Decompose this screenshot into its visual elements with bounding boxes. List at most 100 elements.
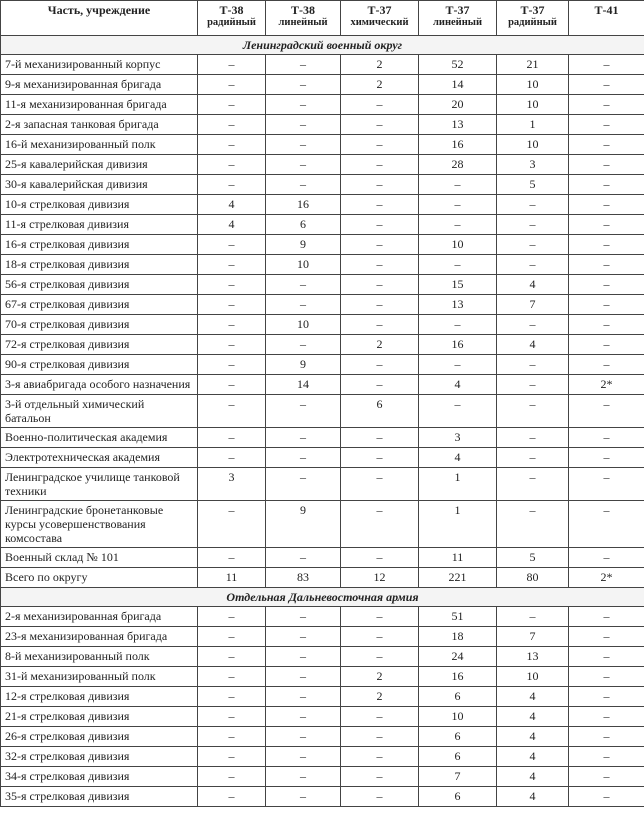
cell-value: – bbox=[197, 706, 266, 727]
unit-name: 12-я стрелковая дивизия bbox=[0, 686, 198, 707]
cell-value: – bbox=[418, 314, 497, 335]
cell-value: 10 bbox=[418, 234, 497, 255]
column-model: Т-38 bbox=[291, 3, 315, 17]
data-row: 16-я стрелковая дивизия –9–10– – bbox=[0, 234, 644, 255]
cell-value: 16 bbox=[418, 666, 497, 687]
cell-value: – bbox=[568, 666, 644, 687]
cell-value: – bbox=[568, 134, 644, 155]
cell-value: 7 bbox=[496, 626, 569, 647]
cell-value: – bbox=[340, 766, 419, 787]
data-row: 12-я стрелковая дивизия – –2 6 4– bbox=[0, 686, 644, 707]
cell-value: 11 bbox=[418, 547, 497, 568]
cell-value: – bbox=[340, 214, 419, 235]
unit-name: 2-я механизированная бригада bbox=[0, 606, 198, 627]
cell-value: 2 bbox=[340, 54, 419, 75]
cell-value: 24 bbox=[418, 646, 497, 667]
data-row: Военно-политическая академия – – –3– – bbox=[0, 427, 644, 448]
cell-value: – bbox=[568, 547, 644, 568]
cell-value: – bbox=[265, 686, 341, 707]
cell-value: 7 bbox=[496, 294, 569, 315]
data-row: 21-я стрелковая дивизия – – –10 4– bbox=[0, 706, 644, 727]
cell-value: – bbox=[568, 394, 644, 428]
cell-value: – bbox=[197, 174, 266, 195]
cell-value: – bbox=[496, 500, 569, 548]
cell-value: – bbox=[496, 194, 569, 215]
cell-value: – bbox=[418, 174, 497, 195]
cell-value: – bbox=[496, 447, 569, 468]
column-kind: химический bbox=[350, 17, 409, 28]
cell-value: – bbox=[197, 74, 266, 95]
cell-value: 10 bbox=[496, 134, 569, 155]
cell-value: – bbox=[340, 606, 419, 627]
column-header: Т-37 радийный bbox=[496, 0, 569, 36]
cell-value: 16 bbox=[418, 134, 497, 155]
unit-name: 26-я стрелковая дивизия bbox=[0, 726, 198, 747]
cell-value: – bbox=[496, 254, 569, 275]
cell-value: – bbox=[197, 334, 266, 355]
data-row: Всего по округу 11 83 12 221 80 2* bbox=[0, 567, 644, 588]
cell-value: – bbox=[568, 786, 644, 807]
data-row: Ленинградское училище танковой техники 3–… bbox=[0, 467, 644, 501]
cell-value: 6 bbox=[418, 746, 497, 767]
data-row: 2-я запасная танковая бригада – – –13 1– bbox=[0, 114, 644, 135]
cell-value: – bbox=[340, 447, 419, 468]
cell-value: – bbox=[568, 500, 644, 548]
cell-value: 9 bbox=[265, 500, 341, 548]
cell-value: – bbox=[340, 427, 419, 448]
cell-value: 4 bbox=[496, 786, 569, 807]
cell-value: – bbox=[340, 374, 419, 395]
cell-value: – bbox=[197, 154, 266, 175]
cell-value: – bbox=[568, 427, 644, 448]
data-row: Военный склад № 101– – –11 5– bbox=[0, 547, 644, 568]
cell-value: – bbox=[197, 746, 266, 767]
cell-value: – bbox=[568, 686, 644, 707]
cell-value: – bbox=[265, 94, 341, 115]
cell-value: – bbox=[340, 706, 419, 727]
column-kind: линейный bbox=[278, 17, 328, 28]
cell-value: – bbox=[568, 114, 644, 135]
cell-value: – bbox=[197, 686, 266, 707]
cell-value: – bbox=[265, 74, 341, 95]
cell-value: – bbox=[340, 746, 419, 767]
cell-value: – bbox=[568, 726, 644, 747]
cell-value: 6 bbox=[418, 786, 497, 807]
column-model: Часть, учреждение bbox=[47, 3, 151, 17]
cell-value: – bbox=[418, 194, 497, 215]
unit-name: 34-я стрелковая дивизия bbox=[0, 766, 198, 787]
cell-value: – bbox=[197, 394, 266, 428]
cell-value: 4 bbox=[496, 766, 569, 787]
column-header: Т-37 химический bbox=[340, 0, 419, 36]
cell-value: – bbox=[265, 786, 341, 807]
cell-value: – bbox=[197, 427, 266, 448]
cell-value: 4 bbox=[418, 374, 497, 395]
cell-value: 13 bbox=[418, 114, 497, 135]
cell-value: – bbox=[340, 726, 419, 747]
data-row: 90-я стрелковая дивизия –9– – – – bbox=[0, 354, 644, 375]
section-row: Ленинградский военный округ bbox=[0, 35, 644, 55]
unit-name: 23-я механизированная бригада bbox=[0, 626, 198, 647]
cell-value: 13 bbox=[418, 294, 497, 315]
cell-value: – bbox=[568, 626, 644, 647]
cell-value: 20 bbox=[418, 94, 497, 115]
cell-value: – bbox=[197, 54, 266, 75]
data-row: 32-я стрелковая дивизия – – –6 4– bbox=[0, 746, 644, 767]
cell-value: 2 bbox=[340, 74, 419, 95]
cell-value: 6 bbox=[340, 394, 419, 428]
cell-value: – bbox=[197, 666, 266, 687]
cell-value: – bbox=[340, 467, 419, 501]
data-row: 56-я стрелковая дивизия – – –15 4– bbox=[0, 274, 644, 295]
cell-value: – bbox=[340, 274, 419, 295]
cell-value: – bbox=[568, 94, 644, 115]
unit-name: Ленинградское училище танковой техники bbox=[0, 467, 198, 501]
column-kind: радийный bbox=[207, 17, 256, 28]
cell-value: 12 bbox=[340, 567, 419, 588]
cell-value: 2* bbox=[568, 567, 644, 588]
cell-value: – bbox=[265, 467, 341, 501]
data-row: Ленинградские бронетанковые курсы усовер… bbox=[0, 500, 644, 548]
cell-value: – bbox=[197, 234, 266, 255]
cell-value: – bbox=[265, 547, 341, 568]
column-kind: линейный bbox=[433, 17, 482, 28]
unit-name: Электротехническая академия bbox=[0, 447, 198, 468]
